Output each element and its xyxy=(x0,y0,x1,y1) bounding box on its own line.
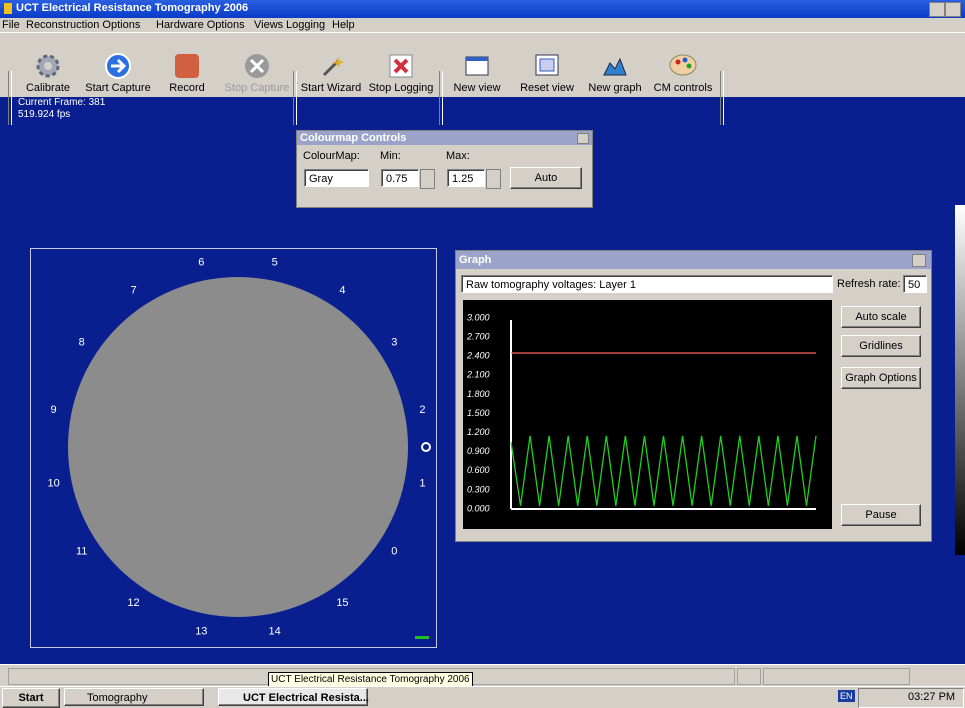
taskbar: Start Tomography UCT Electrical Resista.… xyxy=(0,686,965,708)
electrode-label: 1 xyxy=(419,478,425,490)
menu-item[interactable]: Hardware Options xyxy=(156,19,245,31)
colour-scale xyxy=(955,205,965,555)
electrode-label: 0 xyxy=(391,545,397,557)
electrode-label: 10 xyxy=(47,478,59,490)
auto-button[interactable]: Auto xyxy=(510,167,582,189)
status-panel xyxy=(763,668,910,685)
maximize-button[interactable] xyxy=(945,2,961,17)
y-tick-label: 1.200 xyxy=(467,427,490,437)
menu-item[interactable]: Logging xyxy=(286,19,325,31)
close-button[interactable] xyxy=(577,133,589,144)
y-tick-label: 2.700 xyxy=(466,331,490,341)
electrode-label: 4 xyxy=(339,285,345,297)
y-tick-label: 0.000 xyxy=(467,503,490,513)
status-bar xyxy=(0,664,965,687)
label: ColourMap: xyxy=(303,150,360,162)
label: Min: xyxy=(380,150,401,162)
graph-button[interactable]: Gridlines xyxy=(841,335,921,357)
graph-button[interactable]: Auto scale xyxy=(841,306,921,328)
y-tick-label: 1.500 xyxy=(467,408,490,418)
min-input[interactable]: 0.75 xyxy=(381,169,419,187)
colourmap-dialog: Colourmap Controls ColourMap: Min: Max: … xyxy=(296,130,593,208)
y-tick-label: 0.600 xyxy=(467,465,490,475)
window-title: UCT Electrical Resistance Tomography 200… xyxy=(16,2,248,14)
toolbar-button[interactable]: Start Wizard xyxy=(291,82,371,94)
electrode-label: 14 xyxy=(269,625,281,637)
electrode-label: 6 xyxy=(198,257,204,269)
desktop-window: UCT Electrical Resistance Tomography 200… xyxy=(0,0,965,708)
y-tick-label: 0.300 xyxy=(467,484,490,494)
y-tick-label: 2.400 xyxy=(466,351,490,361)
label: Refresh rate: xyxy=(837,278,901,290)
electrode-label: 5 xyxy=(272,257,278,269)
toolbar-button[interactable]: CM controls xyxy=(643,82,723,94)
y-tick-label: 0.900 xyxy=(467,446,490,456)
clock: 03:27 PM xyxy=(908,691,955,703)
graph-title-bar: Graph xyxy=(456,251,931,269)
electrode-label: 12 xyxy=(127,597,139,609)
electrode-label: 15 xyxy=(336,597,348,609)
y-tick-label: 2.100 xyxy=(466,370,490,380)
app-icon xyxy=(4,3,12,14)
frame-counter: Current Frame: 381 xyxy=(18,97,105,108)
menu-item[interactable]: Reconstruction Options xyxy=(26,19,140,31)
electrode-label: 11 xyxy=(76,545,87,557)
menu-bar: File Reconstruction Options Hardware Opt… xyxy=(0,18,965,32)
toolbar-button[interactable]: Stop Capture xyxy=(217,82,297,94)
source-select[interactable]: Raw tomography voltages: Layer 1 xyxy=(461,275,833,293)
status-panel xyxy=(737,668,761,685)
fps-counter: 519.924 fps xyxy=(18,109,70,120)
menu-item[interactable]: Views xyxy=(254,19,283,31)
max-input[interactable]: 1.25 xyxy=(447,169,485,187)
graph-button[interactable]: Graph Options xyxy=(841,367,921,389)
electrode-label: 2 xyxy=(419,404,425,416)
colourmap-select[interactable]: Gray xyxy=(304,169,369,187)
graph-button[interactable]: Pause xyxy=(841,504,921,526)
electrode-label: 9 xyxy=(51,404,57,416)
toolbar-button[interactable]: Start Capture xyxy=(78,82,158,94)
toolbar-button[interactable]: Record xyxy=(147,82,227,94)
close-button[interactable] xyxy=(912,254,926,267)
electrode-label: 13 xyxy=(195,625,207,637)
y-tick-label: 1.800 xyxy=(467,389,490,399)
dialog-title-bar: Colourmap Controls xyxy=(297,131,592,145)
electrode-label: 7 xyxy=(130,285,136,297)
language-indicator[interactable]: EN xyxy=(838,690,855,702)
spin-button[interactable] xyxy=(420,169,435,189)
toolbar-button[interactable]: New view xyxy=(437,82,517,94)
title-bar: UCT Electrical Resistance Tomography 200… xyxy=(0,0,965,18)
minimize-button[interactable] xyxy=(929,2,945,17)
menu-item[interactable]: File xyxy=(2,19,20,31)
y-tick-label: 3.000 xyxy=(467,312,490,322)
spin-button[interactable] xyxy=(486,169,501,189)
start-button[interactable]: Start xyxy=(2,688,60,708)
electrode-label: 3 xyxy=(391,336,397,348)
refresh-input[interactable]: 50 xyxy=(903,275,927,293)
graph-plot: 0.000 0.300 0.600 0.900 1.200 1.500 1.800 2.100… xyxy=(463,300,832,529)
menu-item[interactable]: Help xyxy=(332,19,355,31)
toolbar-button[interactable]: Calibrate xyxy=(8,82,88,94)
electrode-label: 8 xyxy=(79,336,85,348)
graph-title: Graph xyxy=(459,254,491,266)
dialog-title: Colourmap Controls xyxy=(300,132,406,144)
task-button[interactable]: UCT Electrical Resista... xyxy=(218,688,368,706)
toolbar-button[interactable]: Stop Logging xyxy=(361,82,441,94)
label: Max: xyxy=(446,150,470,162)
toolbar-icons xyxy=(0,33,760,83)
task-button[interactable]: Tomography xyxy=(64,688,204,706)
